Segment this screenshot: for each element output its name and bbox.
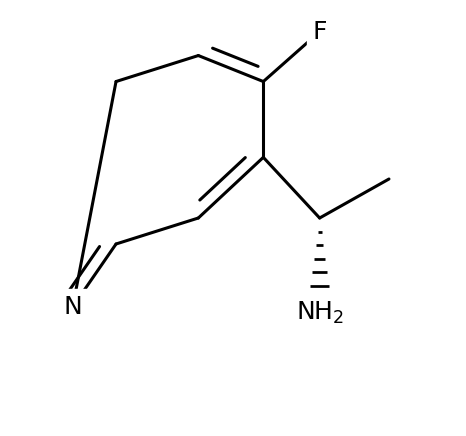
Text: N: N: [63, 295, 82, 319]
Text: F: F: [312, 20, 327, 44]
Text: NH$_2$: NH$_2$: [295, 300, 344, 327]
